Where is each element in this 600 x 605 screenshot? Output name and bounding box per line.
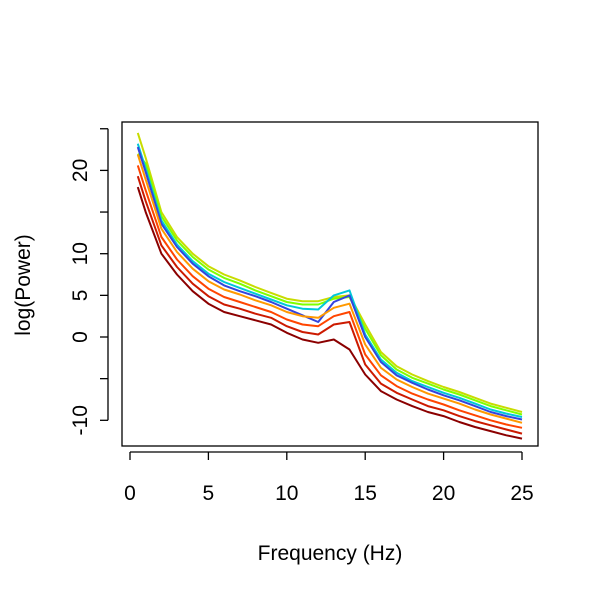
series-line-4 bbox=[136, 154, 523, 424]
plot-frame bbox=[121, 121, 539, 447]
series-line-6 bbox=[136, 175, 523, 435]
x-tick-label: 0 bbox=[124, 482, 136, 505]
series-line-3 bbox=[136, 146, 523, 421]
x-tick-label: 25 bbox=[510, 482, 533, 505]
y-tick-label: 5 bbox=[69, 290, 92, 302]
x-tick-label: 10 bbox=[275, 482, 298, 505]
y-axis-label: log(Power) bbox=[12, 234, 35, 336]
series-line-2 bbox=[136, 143, 523, 418]
y-axis: 20 10 5 0 -10 bbox=[69, 128, 109, 435]
y-tick-label: 10 bbox=[69, 242, 92, 265]
y-tick-label: 0 bbox=[69, 331, 92, 343]
series-line-7 bbox=[136, 186, 523, 440]
series-line-5 bbox=[136, 165, 523, 429]
y-tick-label: -10 bbox=[69, 405, 92, 435]
x-tick-label: 20 bbox=[432, 482, 455, 505]
y-tick-label: 20 bbox=[69, 159, 92, 182]
series-lines bbox=[136, 132, 523, 440]
x-tick-label: 15 bbox=[354, 482, 377, 505]
x-axis-label: Frequency (Hz) bbox=[258, 542, 403, 565]
x-tick-label: 5 bbox=[203, 482, 215, 505]
x-axis: 0 5 10 15 20 25 bbox=[124, 451, 534, 505]
series-line-1 bbox=[137, 153, 523, 416]
series-line-0 bbox=[136, 132, 523, 413]
